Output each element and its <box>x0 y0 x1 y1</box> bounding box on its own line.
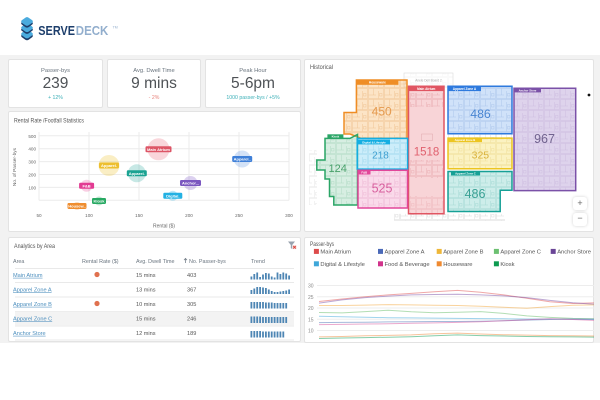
svg-text:Apparel Zone C: Apparel Zone C <box>13 316 52 322</box>
svg-text:Houseware: Houseware <box>369 81 386 85</box>
svg-text:Main Atrium: Main Atrium <box>147 147 170 152</box>
svg-text:Apparel Zone C: Apparel Zone C <box>500 250 541 256</box>
svg-text:10: 10 <box>308 329 314 335</box>
svg-text:967: 967 <box>534 132 555 146</box>
svg-text:Apparel Zone B: Apparel Zone B <box>13 302 52 308</box>
svg-text:Digital & Lifestyle: Digital & Lifestyle <box>320 262 364 268</box>
svg-text:20: 20 <box>308 306 314 312</box>
svg-text:100: 100 <box>28 185 36 190</box>
svg-text:1518: 1518 <box>414 146 440 158</box>
svg-text:Apparel.: Apparel. <box>129 171 145 176</box>
svg-text:403: 403 <box>187 273 196 279</box>
svg-text:25: 25 <box>308 295 314 301</box>
svg-text:DECK: DECK <box>76 23 109 38</box>
svg-text:Anele Dell Board 2: Anele Dell Board 2 <box>415 79 442 83</box>
svg-text:Avg. Dwell Time: Avg. Dwell Time <box>136 259 175 265</box>
svg-text:Apparel Zone C: Apparel Zone C <box>455 171 476 175</box>
svg-text:Rental ($): Rental ($) <box>153 224 175 230</box>
svg-text:Kiosk: Kiosk <box>94 199 106 204</box>
svg-text:500: 500 <box>28 134 36 139</box>
svg-text:Kiosk: Kiosk <box>332 134 340 138</box>
svg-text:Anchor...: Anchor... <box>182 181 199 186</box>
svg-text:Housew..: Housew.. <box>68 204 85 209</box>
svg-text:486: 486 <box>465 187 486 201</box>
svg-text:Anchor Store: Anchor Store <box>519 88 537 92</box>
svg-text:325: 325 <box>472 150 490 162</box>
svg-text:124: 124 <box>329 163 347 175</box>
svg-text:250: 250 <box>235 213 243 218</box>
svg-text:246: 246 <box>187 316 196 322</box>
svg-text:Main Atrium: Main Atrium <box>417 87 435 91</box>
svg-text:200: 200 <box>28 173 36 178</box>
svg-text:Kiosk: Kiosk <box>500 262 514 268</box>
svg-text:Apparel Zone B: Apparel Zone B <box>443 250 483 256</box>
svg-text:12 mins: 12 mins <box>136 331 156 337</box>
svg-text:F&B: F&B <box>361 170 367 174</box>
svg-text:Analytics by Area: Analytics by Area <box>14 243 55 250</box>
svg-text:No. Passer-bys: No. Passer-bys <box>189 259 226 265</box>
svg-text:Digital & Lifestyle: Digital & Lifestyle <box>362 140 386 144</box>
svg-text:Apparel..: Apparel.. <box>234 157 251 162</box>
svg-text:Passer-bys: Passer-bys <box>310 241 334 248</box>
svg-text:400: 400 <box>28 147 36 152</box>
svg-text:150: 150 <box>135 213 143 218</box>
svg-text:Apparel.: Apparel. <box>101 163 117 168</box>
svg-text:Area: Area <box>13 259 24 265</box>
svg-text:Trend: Trend <box>251 259 265 265</box>
svg-text:Digital.: Digital. <box>166 193 179 198</box>
svg-text:300: 300 <box>28 160 36 165</box>
svg-text:305: 305 <box>187 302 196 308</box>
svg-text:189: 189 <box>187 331 196 337</box>
svg-text:TM: TM <box>113 26 118 30</box>
svg-text:218: 218 <box>372 151 389 162</box>
svg-text:Rental Rate /Footfall Statisti: Rental Rate /Footfall Statistics <box>14 117 85 124</box>
svg-text:13 mins: 13 mins <box>136 287 156 293</box>
svg-text:300: 300 <box>285 213 293 218</box>
svg-text:Anchor Store: Anchor Store <box>557 250 591 256</box>
svg-text:486: 486 <box>470 107 491 121</box>
svg-text:100: 100 <box>85 213 93 218</box>
svg-text:Main Atrium: Main Atrium <box>13 273 43 279</box>
svg-text:30: 30 <box>308 284 314 290</box>
svg-text:Apparel Zone B: Apparel Zone B <box>455 138 476 142</box>
svg-text:Food & Beverage: Food & Beverage <box>385 262 430 268</box>
svg-text:15 mins: 15 mins <box>136 316 156 322</box>
svg-text:367: 367 <box>187 287 196 293</box>
svg-text:Houseware: Houseware <box>443 262 472 268</box>
svg-text:Main Atrium: Main Atrium <box>320 250 351 256</box>
svg-text:Anchor Store: Anchor Store <box>13 331 46 337</box>
svg-text:No. of Passer-bys: No. of Passer-bys <box>12 147 18 186</box>
svg-text:525: 525 <box>372 181 393 195</box>
svg-text:SERVE: SERVE <box>38 23 75 38</box>
svg-text:450: 450 <box>372 105 392 119</box>
svg-text:15 mins: 15 mins <box>136 273 156 279</box>
svg-text:Apparel Zone A: Apparel Zone A <box>453 87 477 91</box>
svg-text:15: 15 <box>308 317 314 323</box>
svg-text:Rental Rate ($): Rental Rate ($) <box>82 259 119 265</box>
svg-text:50: 50 <box>36 213 42 218</box>
svg-text:Historical: Historical <box>310 64 333 71</box>
svg-text:Apparel Zone A: Apparel Zone A <box>385 250 425 256</box>
svg-text:F&B: F&B <box>82 183 90 188</box>
svg-text:10 mins: 10 mins <box>136 302 156 308</box>
svg-text:Apparel Zone A: Apparel Zone A <box>13 287 52 293</box>
svg-text:200: 200 <box>185 213 193 218</box>
